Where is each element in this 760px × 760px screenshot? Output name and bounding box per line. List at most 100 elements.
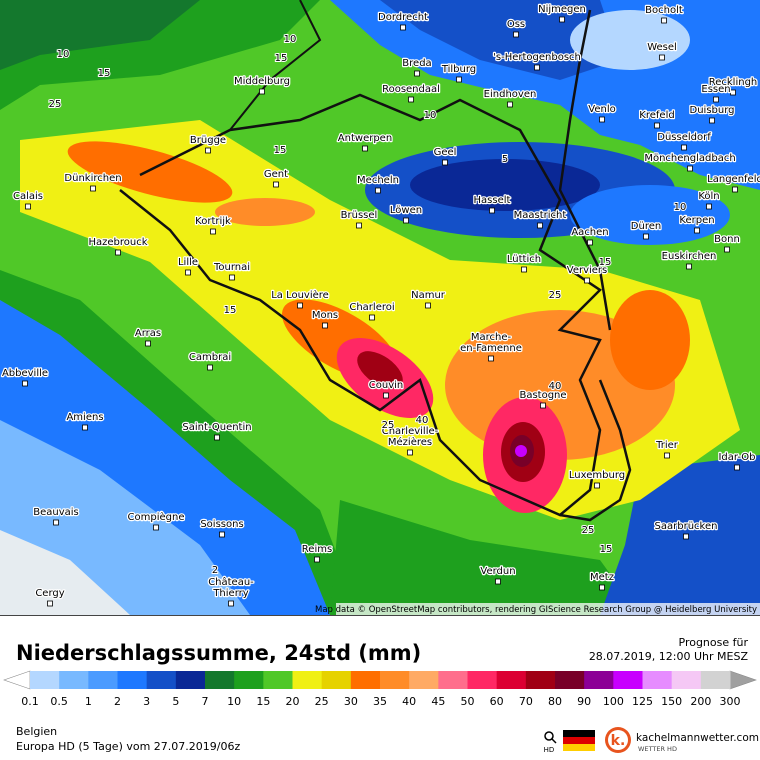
city-label: La Louvière (271, 289, 329, 301)
flag[interactable] (563, 730, 595, 737)
city-label: Middelburg (234, 76, 290, 87)
legend-tick-label: 70 (519, 695, 533, 708)
legend-tick-label: 7 (202, 695, 209, 708)
city-marker (681, 144, 687, 151)
legend-bin (613, 671, 643, 689)
attribution: Map data © OpenStreetMap contributors, r… (315, 605, 757, 615)
city-marker (709, 117, 715, 124)
city-marker (513, 31, 519, 38)
legend-bin (321, 671, 352, 689)
city-marker (594, 482, 600, 489)
contour-label: 15 (224, 305, 237, 316)
city-label: Cambrai (189, 352, 231, 363)
zoom-label: HD (544, 746, 555, 754)
city-label: Mons (312, 310, 338, 321)
precip-area (0, 530, 130, 615)
region: Belgien (16, 725, 57, 738)
legend-tick-label: 10 (227, 695, 241, 708)
legend-tick-label: 25 (315, 695, 329, 708)
city-marker (408, 96, 414, 103)
city-label: Reims (302, 544, 332, 555)
city-label: Beauvais (33, 507, 79, 518)
map-labels: Dordrecht Nijmegen Bocholt Oss Breda Tilburg '… (1, 3, 760, 607)
contour-label: 25 (549, 290, 562, 301)
border (119, 93, 602, 517)
city-marker (273, 181, 279, 188)
zoom-icon[interactable] (544, 731, 554, 741)
legend-tick-label: 60 (490, 695, 504, 708)
city-marker (706, 203, 712, 210)
city-label: Kortrijk (195, 216, 231, 227)
contour-label: 5 (502, 154, 508, 165)
city-label: Tilburg (441, 64, 476, 75)
city-label: Düren (631, 221, 661, 232)
city-marker (53, 519, 59, 526)
precip-area (570, 185, 730, 245)
contour-label: 2 (212, 565, 218, 576)
city-label: Tournai (213, 262, 250, 273)
city-label: Charleville- (382, 426, 439, 437)
city-label: Trier (655, 440, 679, 451)
contour-label: 40 (549, 381, 562, 392)
precip-area (0, 0, 200, 70)
city-marker (713, 96, 719, 103)
legend-tick-label: 15 (256, 695, 270, 708)
city-label: Kerpen (679, 215, 714, 226)
city-label: 's-Hertogenbosch (493, 52, 581, 63)
city-marker (90, 185, 96, 192)
border (229, 0, 322, 131)
city-label: Compiègne (128, 511, 185, 523)
city-label: Recklingh (709, 77, 758, 88)
logo (608, 730, 628, 750)
legend-bin (205, 671, 235, 689)
city-label: Lille (178, 257, 198, 268)
legend-bin (380, 671, 410, 689)
city-marker (314, 556, 320, 563)
city-marker (375, 187, 381, 194)
legend-bin (59, 671, 89, 689)
legend-bin (642, 671, 673, 689)
city-label: Wesel (647, 42, 677, 53)
border (559, 379, 632, 522)
city-marker (495, 578, 501, 585)
contour-label: 15 (275, 53, 288, 64)
city-label: Breda (402, 58, 431, 69)
legend-bin (117, 671, 148, 689)
legend-tick-label: 80 (548, 695, 562, 708)
city-label: Euskirchen (662, 251, 717, 262)
city-marker (659, 54, 665, 61)
legend-bin (175, 671, 206, 689)
city-label: Namur (411, 290, 446, 301)
city-marker (489, 207, 495, 214)
city-label: Antwerpen (338, 133, 392, 144)
city-marker (82, 424, 88, 431)
legend-tick-label: 0.5 (50, 695, 68, 708)
city-marker (219, 531, 225, 538)
city-label: Gent (264, 169, 288, 180)
city-label: Château- (208, 576, 254, 588)
legend: 0.1 0.5 1 2 3 5 7 10 15 20 25 30 35 40 45 50 60 70 80 90 100… (3, 670, 757, 708)
legend-tick-label: 0.1 (21, 695, 39, 708)
city-label: Aachen (571, 227, 608, 238)
precip-area (330, 500, 640, 615)
city-marker (507, 101, 513, 108)
city-label: Dordrecht (378, 12, 428, 23)
legend-bin (88, 671, 118, 689)
city-label: Geel (434, 147, 457, 158)
city-label: Bonn (714, 234, 740, 245)
contour-label: 15 (274, 145, 287, 156)
city-label: Essen (701, 84, 730, 95)
city-marker (599, 116, 605, 123)
city-label: Saarbrücken (655, 521, 718, 532)
legend-bin (292, 671, 323, 689)
city-marker (664, 452, 670, 459)
city-marker (210, 228, 216, 235)
contour-label: 25 (582, 525, 595, 536)
city-marker (488, 355, 494, 362)
city-marker (599, 584, 605, 591)
city-label: Verdun (480, 566, 515, 577)
city-marker (356, 222, 362, 229)
legend-bin (263, 671, 293, 689)
city-label: Eindhoven (484, 89, 537, 100)
